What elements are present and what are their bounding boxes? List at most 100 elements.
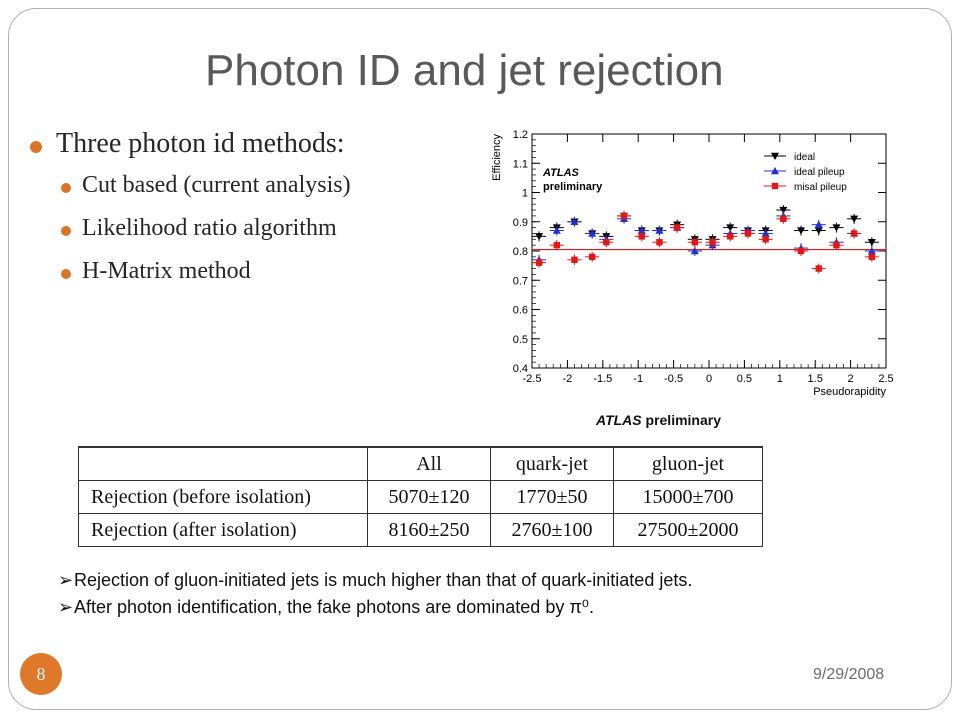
data-point — [850, 215, 859, 223]
legend-label: ideal pileup — [794, 167, 845, 178]
note-pi0-dominance: ➢After photon identification, the fake p… — [58, 597, 692, 618]
atlas-caption: ATLAS preliminary — [596, 412, 721, 428]
data-point — [814, 220, 823, 228]
y-axis-label: Efficiency — [491, 134, 503, 181]
data-point — [690, 247, 699, 255]
data-point — [727, 233, 734, 240]
x-tick-label: -1.5 — [593, 373, 612, 385]
table-header-row: All quark-jet gluon-jet — [78, 446, 763, 481]
data-point — [588, 253, 596, 261]
y-tick-label: 1.2 — [513, 129, 528, 141]
table-cell: 27500±2000 — [613, 513, 763, 547]
notes-list: ➢Rejection of gluon-initiated jets is mu… — [58, 570, 692, 624]
y-tick-label: 0.6 — [513, 305, 528, 317]
data-point — [656, 239, 663, 246]
slide-date: 9/29/2008 — [813, 666, 885, 683]
y-tick-label: 1.1 — [513, 158, 528, 170]
slide-frame — [8, 8, 952, 710]
data-point — [797, 247, 805, 255]
legend-marker — [771, 182, 779, 190]
slide-title: Photon ID and jet rejection — [205, 46, 724, 95]
y-tick-label: 0.4 — [513, 363, 528, 375]
y-tick-label: 0.5 — [513, 334, 528, 346]
note-gluon-rejection: ➢Rejection of gluon-initiated jets is mu… — [58, 570, 692, 591]
table-row: Rejection (after isolation) 8160±250 276… — [78, 513, 763, 547]
legend-label: ideal — [794, 152, 815, 163]
bullet-list: Three photon id methods: Cut based (curr… — [30, 128, 351, 301]
legend-marker — [771, 167, 779, 175]
rejection-table: All quark-jet gluon-jet Rejection (befor… — [78, 446, 763, 547]
y-tick-label: 1 — [522, 188, 528, 200]
sub-bullet-likelihood: Likelihood ratio algorithm — [30, 215, 351, 242]
sub-bullet-hmatrix: H-Matrix method — [30, 258, 351, 285]
data-point — [780, 215, 787, 223]
data-point — [709, 239, 716, 246]
data-point — [603, 239, 610, 246]
table-cell: 8160±250 — [367, 513, 491, 547]
data-point — [797, 227, 806, 235]
data-point — [762, 236, 769, 243]
legend-marker — [771, 152, 779, 160]
x-tick-label: 1.5 — [808, 373, 823, 385]
table-header-all: All — [367, 446, 491, 481]
atlas-caption-rest: preliminary — [641, 412, 722, 428]
data-point — [553, 241, 560, 249]
table-cell: 15000±700 — [613, 480, 763, 514]
arrow-bullet-icon: ➢ — [58, 597, 74, 617]
legend-label: misal pileup — [794, 182, 847, 193]
note-text: Rejection of gluon-initiated jets is muc… — [74, 570, 693, 590]
data-point — [638, 233, 645, 240]
data-point — [833, 241, 840, 249]
table-cell: 5070±120 — [367, 480, 491, 514]
x-tick-label: -1 — [633, 373, 643, 385]
data-point — [867, 239, 876, 247]
table-cell: Rejection (after isolation) — [78, 513, 368, 547]
x-tick-label: 0 — [706, 373, 712, 385]
x-tick-label: 1 — [777, 373, 783, 385]
data-point — [691, 239, 699, 246]
table-row: Rejection (before isolation) 5070±120 17… — [78, 480, 763, 514]
data-point — [655, 226, 664, 234]
y-tick-label: 0.9 — [513, 217, 528, 229]
table-cell: Rejection (before isolation) — [78, 480, 368, 514]
data-point — [868, 253, 876, 261]
data-point — [744, 230, 752, 237]
y-tick-label: 0.8 — [513, 246, 528, 258]
table-cell: 2760±100 — [490, 513, 614, 547]
data-point — [779, 206, 788, 215]
table-cell: 1770±50 — [490, 480, 614, 514]
x-axis-label: Pseudorapidity — [813, 386, 886, 398]
table-header-empty — [78, 446, 368, 481]
table-header-gluon: gluon-jet — [613, 446, 763, 481]
slide-number-badge: 8 — [20, 653, 62, 695]
atlas-caption-italic: ATLAS — [596, 412, 642, 428]
efficiency-chart: 0.4 0.5 0.6 0.7 0.8 0.9 1 1.1 1.2 -2.5 -2 -1.5 -1 -0.… — [491, 129, 894, 398]
data-point — [761, 229, 770, 237]
preliminary-annotation: preliminary — [543, 181, 603, 193]
data-point — [620, 212, 628, 220]
x-tick-label: 2 — [848, 373, 854, 385]
atlas-annotation: ATLAS — [542, 167, 580, 179]
data-point — [571, 256, 578, 263]
data-point — [867, 247, 876, 255]
sub-bullet-cut-based: Cut based (current analysis) — [30, 172, 351, 199]
x-tick-label: -2.5 — [523, 373, 542, 385]
data-point — [535, 233, 544, 241]
data-point — [850, 230, 858, 237]
x-tick-label: 2.5 — [878, 373, 893, 385]
data-point — [815, 265, 822, 272]
y-tick-label: 0.7 — [513, 275, 528, 287]
data-point — [726, 224, 735, 232]
data-point — [570, 217, 579, 225]
data-point — [552, 226, 561, 234]
data-point — [832, 224, 841, 232]
data-point — [673, 224, 681, 231]
table-header-quark: quark-jet — [490, 446, 614, 481]
x-tick-label: -2 — [563, 373, 573, 385]
data-point — [814, 227, 823, 235]
data-point — [535, 259, 543, 266]
data-point — [637, 226, 646, 234]
arrow-bullet-icon: ➢ — [58, 570, 74, 590]
note-text: After photon identification, the fake ph… — [74, 597, 594, 617]
x-tick-label: 0.5 — [737, 373, 752, 385]
